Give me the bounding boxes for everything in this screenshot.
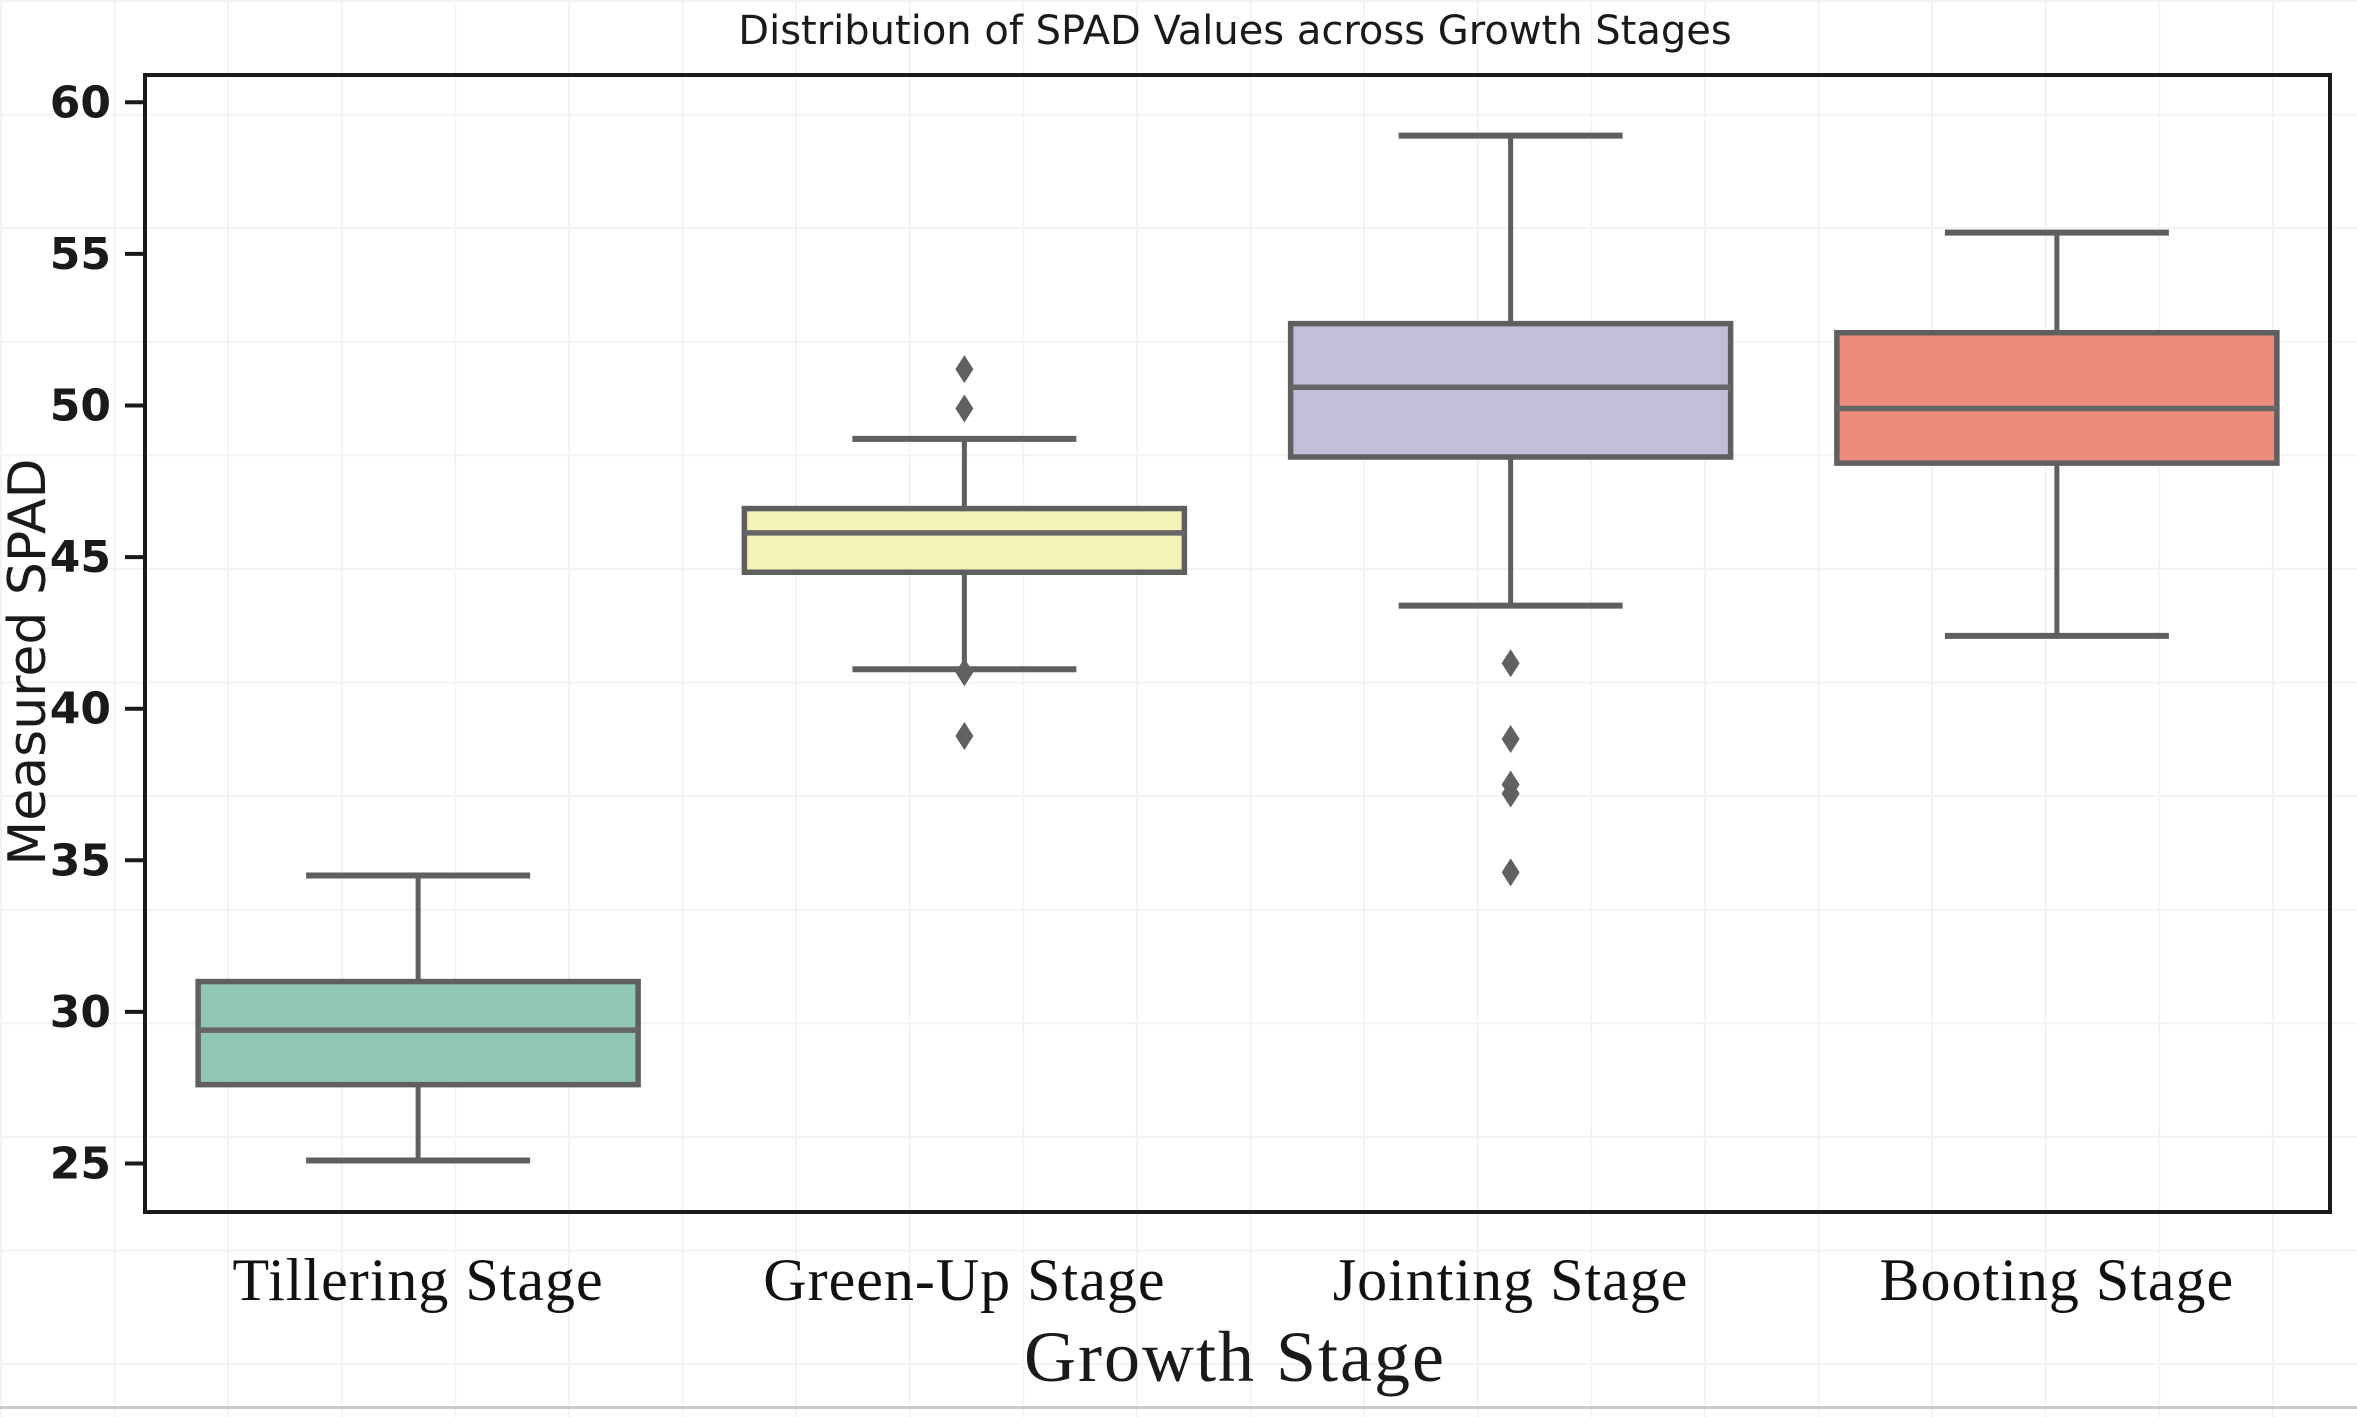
x-axis-label: Growth Stage xyxy=(1024,1317,1446,1397)
box-tillering-stage xyxy=(195,978,641,1088)
outlier-diamond xyxy=(1501,779,1520,808)
y-tick-label: 25 xyxy=(50,1138,111,1189)
outlier-diamond xyxy=(1501,725,1520,754)
y-tick-label: 45 xyxy=(50,532,111,583)
y-tick-label: 30 xyxy=(50,987,111,1038)
box-booting-stage xyxy=(1834,329,2280,466)
box-green-up-stage xyxy=(741,505,1188,575)
outlier-diamond xyxy=(955,394,974,423)
y-tick-label: 50 xyxy=(50,380,111,431)
y-tick-label: 60 xyxy=(50,77,111,128)
x-tick-label: Booting Stage xyxy=(1880,1247,2235,1313)
chart-title: Distribution of SPAD Values across Growt… xyxy=(738,8,1732,54)
y-tick-label: 35 xyxy=(50,835,111,886)
bottom-divider xyxy=(0,1406,2357,1409)
outlier-diamond xyxy=(1501,649,1520,678)
axes-frame xyxy=(143,73,2332,1214)
outlier-diamond xyxy=(955,658,974,687)
outlier-diamond xyxy=(955,355,974,384)
outlier-diamond xyxy=(955,721,974,750)
x-tick-label: Jointing Stage xyxy=(1333,1247,1689,1313)
x-tick-label: Green-Up Stage xyxy=(763,1247,1165,1313)
y-tick-label: 55 xyxy=(50,229,111,280)
box-jointing-stage xyxy=(1287,320,1734,460)
outlier-diamond xyxy=(1501,858,1520,887)
x-tick-label: Tillering Stage xyxy=(233,1247,604,1313)
y-tick-label: 40 xyxy=(50,684,111,735)
